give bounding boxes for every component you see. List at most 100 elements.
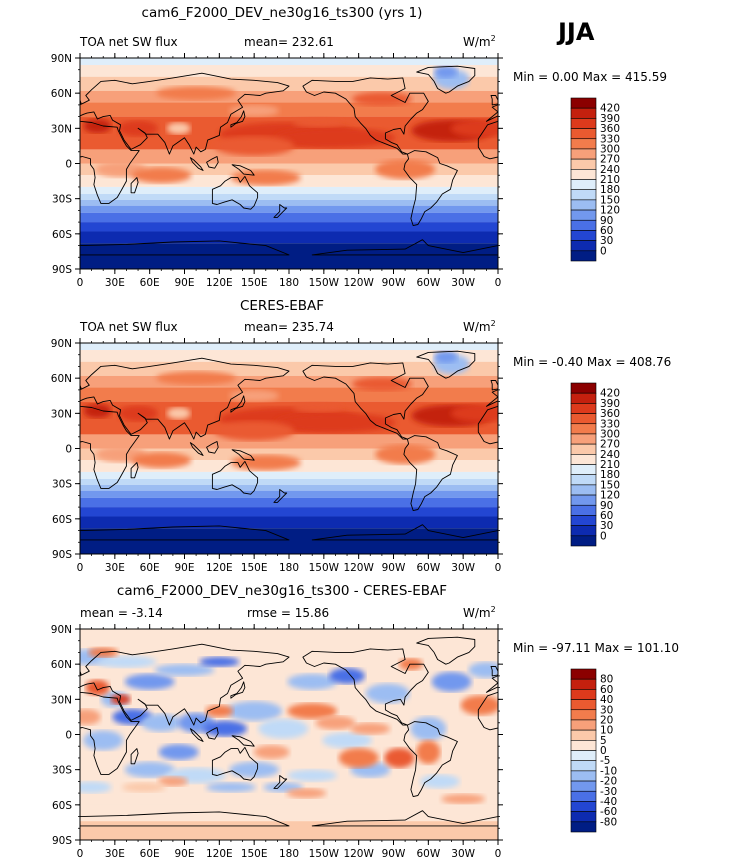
coastline-borneo <box>206 727 219 740</box>
colorbar-level-label: 210 <box>600 174 620 186</box>
units-exponent: 2 <box>491 34 496 43</box>
coastline-britain <box>490 666 498 677</box>
lat-tick-label: 60N <box>51 659 72 671</box>
coastline-eurasia <box>80 643 290 726</box>
coastline-borneo <box>206 441 219 454</box>
colorbar-box <box>570 750 597 761</box>
units-exponent: 2 <box>491 605 496 614</box>
lon-tick-label: 60E <box>140 277 160 289</box>
color-blob <box>166 407 191 420</box>
coastline-australia <box>211 460 259 495</box>
color-blob <box>431 671 472 692</box>
color-blob <box>293 117 344 128</box>
lat-tick-label: 30S <box>52 765 72 777</box>
color-blob <box>275 412 396 433</box>
lon-tick-label: 0 <box>77 848 84 860</box>
color-blob <box>468 662 498 679</box>
units-label: W/m2 <box>463 34 496 49</box>
coastline-greenland <box>416 636 476 665</box>
color-blob <box>375 159 436 180</box>
panel-title: cam6_F2000_DEV_ne30g16_ts300 - CERES-EBA… <box>117 583 447 599</box>
color-band <box>80 434 498 449</box>
lat-tick-label: 60S <box>52 800 72 812</box>
color-blob <box>205 782 256 793</box>
color-blob <box>287 769 338 782</box>
color-blob <box>315 715 356 730</box>
colorbar-level-label: 0 <box>600 245 607 257</box>
lon-tick-label: 0 <box>495 562 502 574</box>
coastline-newguinea <box>231 164 255 176</box>
colorbar-level-label: 360 <box>600 408 620 420</box>
coastline-africa <box>80 405 140 489</box>
colorbar-box <box>570 525 597 537</box>
coastline-britain <box>80 384 82 390</box>
lat-tick-label: 30N <box>51 408 72 420</box>
coastline-sumatra <box>189 157 204 171</box>
colorbar-level-label: 150 <box>600 194 620 206</box>
colorbar-level-label: 330 <box>600 133 620 145</box>
lat-tick-label: 30N <box>51 123 72 135</box>
color-band <box>80 804 498 822</box>
colorbar-box <box>570 801 597 812</box>
colorbar-box <box>570 240 597 252</box>
color-blob <box>203 720 248 737</box>
color-blob <box>156 86 237 101</box>
coastline-madagascar <box>130 177 139 194</box>
colorbar-box <box>570 118 597 129</box>
colorbar-box <box>570 494 597 506</box>
color-band <box>80 821 498 840</box>
lon-tick-label: 120E <box>206 277 233 289</box>
units-label: W/m2 <box>463 319 496 334</box>
color-blob <box>338 747 379 768</box>
color-blob <box>96 655 157 668</box>
color-blob <box>110 694 131 705</box>
lon-tick-label: 90E <box>175 277 195 289</box>
color-band <box>80 102 498 117</box>
coastline-eurasia <box>485 104 498 122</box>
lon-tick-label: 180 <box>279 848 299 860</box>
coastline-antarctica <box>80 525 290 554</box>
colorbar-level-label: 270 <box>600 439 620 451</box>
lon-tick-label: 30W <box>451 562 475 574</box>
coastline-eurasia <box>485 389 498 407</box>
lon-tick-label: 180 <box>279 562 299 574</box>
colorbar-box <box>570 179 597 190</box>
color-band <box>80 350 498 362</box>
colorbar-box <box>570 169 597 180</box>
colorbar-level-label: 390 <box>600 398 620 410</box>
colorbar-box <box>570 382 597 394</box>
panel-title: cam6_F2000_DEV_ne30g16_ts300 (yrs 1) <box>142 5 423 21</box>
color-blob <box>450 404 498 423</box>
coastline-britain <box>490 380 498 391</box>
colorbar-box <box>570 454 597 465</box>
color-band <box>80 484 498 491</box>
colorbar-box <box>570 423 597 435</box>
lat-tick-label: 90S <box>52 264 72 276</box>
colorbar-level-label: 420 <box>600 103 620 115</box>
colorbar-box <box>570 760 597 772</box>
lon-tick-label: 120E <box>206 562 233 574</box>
colorbar-box <box>570 678 597 690</box>
units-exponent: 2 <box>491 319 496 328</box>
color-blob <box>287 703 338 720</box>
color-blob <box>230 454 301 471</box>
colorbar-box <box>570 403 597 414</box>
color-blob <box>433 66 458 79</box>
colorbar-level-label: 270 <box>600 154 620 166</box>
coastline-nz <box>273 775 288 789</box>
color-band <box>80 222 498 232</box>
color-blob <box>384 747 415 768</box>
colorbar-box <box>570 790 597 802</box>
lon-tick-label: 120E <box>206 848 233 860</box>
mean-label: mean = -3.14 <box>80 606 163 620</box>
colorbar-level-label: -40 <box>600 796 617 808</box>
mean-label: mean= 235.74 <box>244 320 334 334</box>
colorbar-level-label: 30 <box>600 235 613 247</box>
colorbar-box <box>570 138 597 150</box>
coastline-eurasia <box>80 72 290 155</box>
color-blob <box>351 377 412 392</box>
color-band <box>80 490 498 498</box>
map-panel-1: cam6_F2000_DEV_ne30g16_ts300 (yrs 1) TOA … <box>51 5 667 289</box>
colorbar-box <box>570 199 597 211</box>
colorbar-level-label: 0 <box>600 530 607 542</box>
